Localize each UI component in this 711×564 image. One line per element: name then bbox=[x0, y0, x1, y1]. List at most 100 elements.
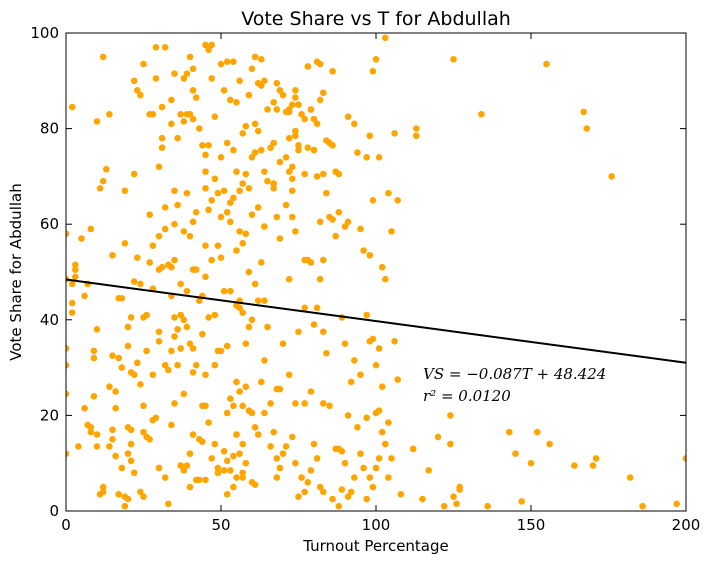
data-point bbox=[180, 316, 188, 324]
data-point bbox=[248, 65, 256, 73]
data-point bbox=[217, 153, 225, 161]
data-point bbox=[292, 87, 299, 94]
data-point bbox=[149, 110, 157, 118]
data-point bbox=[254, 127, 262, 135]
data-point bbox=[245, 323, 253, 331]
data-point bbox=[239, 402, 246, 410]
data-point bbox=[81, 404, 88, 412]
data-point bbox=[189, 115, 197, 123]
data-point bbox=[220, 287, 228, 295]
data-point bbox=[323, 189, 330, 197]
data-point bbox=[239, 440, 246, 448]
data-point bbox=[72, 273, 79, 281]
data-point bbox=[68, 280, 76, 288]
data-point bbox=[217, 347, 225, 355]
data-point bbox=[171, 314, 178, 321]
data-point bbox=[363, 153, 371, 161]
data-point bbox=[196, 297, 203, 304]
data-point bbox=[165, 366, 172, 374]
data-point bbox=[192, 361, 200, 369]
data-point bbox=[168, 347, 175, 355]
data-point bbox=[211, 361, 219, 369]
data-point bbox=[347, 488, 355, 496]
data-point bbox=[391, 130, 398, 137]
data-point bbox=[115, 490, 122, 498]
data-point bbox=[285, 168, 293, 175]
data-point bbox=[254, 204, 262, 211]
data-point bbox=[289, 175, 296, 183]
x-tick-label: 50 bbox=[211, 516, 230, 534]
data-point bbox=[357, 450, 364, 457]
data-point bbox=[344, 493, 352, 500]
data-point bbox=[189, 431, 197, 438]
data-point bbox=[137, 488, 144, 496]
data-point bbox=[295, 146, 302, 154]
data-point bbox=[332, 232, 340, 240]
data-point bbox=[109, 436, 116, 443]
data-point bbox=[372, 464, 380, 472]
data-point bbox=[90, 392, 98, 400]
data-point bbox=[205, 206, 212, 214]
data-point bbox=[99, 488, 107, 496]
data-point bbox=[146, 211, 153, 218]
data-point bbox=[323, 349, 330, 357]
data-point bbox=[258, 378, 265, 386]
data-point bbox=[227, 96, 234, 104]
data-point bbox=[239, 180, 246, 187]
data-point bbox=[199, 438, 206, 445]
y-tick-label: 60 bbox=[40, 215, 59, 233]
data-point bbox=[189, 345, 197, 352]
data-point bbox=[202, 242, 209, 250]
data-point bbox=[320, 256, 327, 264]
data-point bbox=[329, 216, 336, 223]
data-point bbox=[394, 376, 402, 383]
data-point bbox=[146, 436, 153, 443]
data-point bbox=[320, 328, 327, 336]
data-point bbox=[289, 433, 296, 441]
data-point bbox=[214, 189, 222, 197]
data-point bbox=[592, 455, 600, 462]
data-point bbox=[242, 340, 250, 348]
data-point bbox=[158, 144, 166, 152]
data-point bbox=[230, 452, 237, 460]
data-point bbox=[189, 369, 197, 376]
data-point bbox=[301, 304, 309, 312]
data-point bbox=[161, 361, 169, 369]
data-point bbox=[378, 263, 386, 271]
data-point bbox=[310, 321, 318, 328]
data-point bbox=[236, 450, 243, 457]
data-point bbox=[282, 443, 290, 450]
data-point bbox=[267, 443, 274, 450]
data-point bbox=[533, 428, 541, 436]
data-point bbox=[375, 153, 383, 161]
data-point bbox=[171, 333, 178, 340]
data-point bbox=[186, 53, 194, 61]
data-point bbox=[289, 213, 296, 221]
data-point bbox=[239, 130, 246, 137]
data-point bbox=[382, 440, 389, 448]
data-point bbox=[161, 474, 169, 481]
data-point bbox=[273, 474, 281, 481]
data-point bbox=[149, 242, 157, 250]
data-point bbox=[171, 256, 178, 264]
data-point bbox=[217, 213, 225, 221]
data-point bbox=[378, 428, 386, 436]
data-point bbox=[202, 185, 209, 192]
y-tick-label: 20 bbox=[40, 406, 59, 424]
data-point bbox=[357, 371, 364, 379]
x-axis-title: Turnout Percentage bbox=[302, 537, 449, 555]
data-point bbox=[313, 120, 321, 128]
data-point bbox=[276, 385, 284, 393]
data-point bbox=[127, 314, 135, 321]
data-point bbox=[251, 120, 259, 128]
data-point bbox=[112, 388, 119, 395]
data-point bbox=[223, 342, 231, 350]
data-point bbox=[335, 502, 343, 510]
data-point bbox=[180, 228, 188, 235]
data-point bbox=[341, 459, 349, 467]
data-point bbox=[434, 433, 442, 441]
data-point bbox=[282, 201, 290, 209]
data-point bbox=[192, 266, 200, 273]
data-point bbox=[152, 75, 160, 82]
